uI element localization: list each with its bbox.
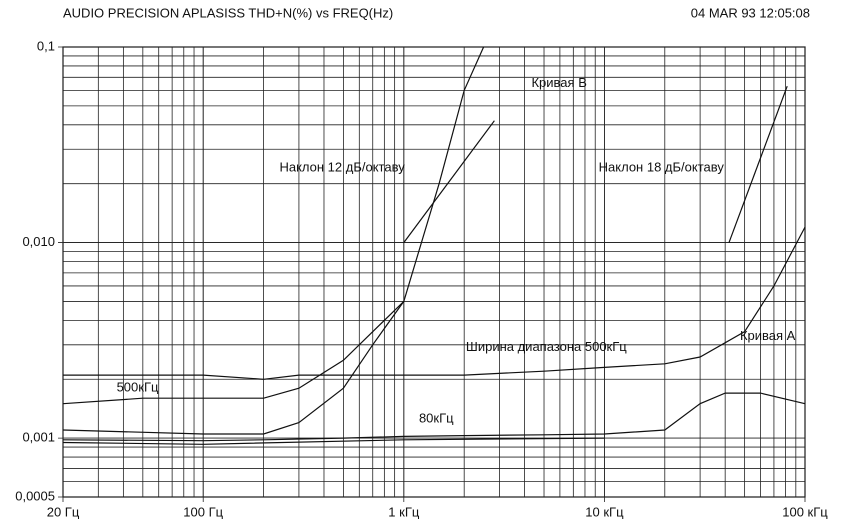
annotation: Наклон 18 дБ/октаву <box>599 160 725 175</box>
chart-timestamp: 04 MAR 93 12:05:08 <box>691 5 810 20</box>
curve <box>403 120 495 243</box>
curve <box>62 301 405 435</box>
x-tick-label: 100 кГц <box>782 504 828 519</box>
annotation: 80кГц <box>419 411 454 426</box>
y-tick-label: 0,0005 <box>15 488 55 503</box>
annotation: Наклон 12 дБ/октаву <box>279 160 405 175</box>
y-tick-label: 0,001 <box>22 430 55 445</box>
y-tick-label: 0,1 <box>37 38 55 53</box>
curve <box>62 392 806 442</box>
annotation: Кривая A <box>740 328 796 343</box>
y-tick-label: 0,010 <box>22 234 55 249</box>
annotation: 500кГц <box>117 380 159 395</box>
x-tick-label: 20 Гц <box>47 504 80 519</box>
chart-title: AUDIO PRECISION APLASISS THD+N(%) vs FRE… <box>63 5 393 20</box>
annotation: Кривая B <box>531 75 586 90</box>
plot-frame <box>62 46 806 498</box>
curve <box>62 437 605 445</box>
x-tick-label: 100 Гц <box>183 504 223 519</box>
curve <box>63 226 806 380</box>
curve <box>62 46 485 405</box>
x-tick-label: 1 кГц <box>388 504 420 519</box>
annotation: Ширина диапазона 500кГц <box>466 339 627 354</box>
x-tick-label: 10 кГц <box>585 504 624 519</box>
curve <box>728 85 788 243</box>
